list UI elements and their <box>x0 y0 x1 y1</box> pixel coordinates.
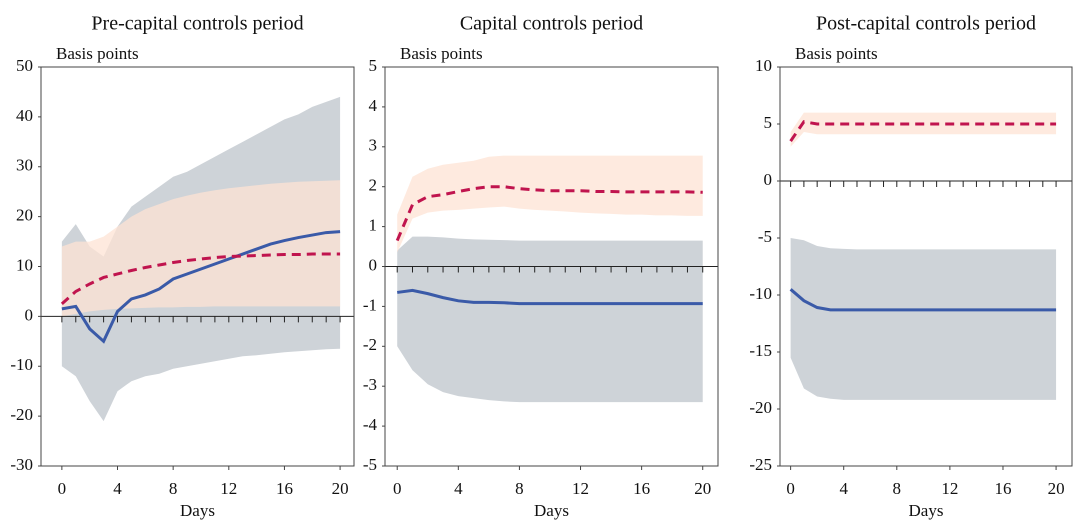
x-axis-label: Days <box>534 501 569 520</box>
y-tick-label: 10 <box>16 255 33 274</box>
confidence-band <box>397 236 703 403</box>
confidence-band <box>790 238 1057 400</box>
x-tick-label: 0 <box>786 479 795 498</box>
panel-title: Pre-capital controls period <box>91 13 303 35</box>
y-tick-label: -15 <box>749 341 772 360</box>
line <box>789 288 1057 312</box>
y-tick-label: 5 <box>764 113 773 132</box>
y-tick-label: -1 <box>363 295 377 314</box>
x-axis-label: Days <box>180 501 215 520</box>
y-tick-label: -5 <box>758 227 772 246</box>
y-tick-label: -10 <box>749 284 772 303</box>
line <box>397 288 703 306</box>
x-tick-label: 4 <box>839 479 848 498</box>
x-axis-label: Days <box>909 501 944 520</box>
y-tick-label: 0 <box>25 305 34 324</box>
y-tick-label: 30 <box>16 156 33 175</box>
y-axis-label: Basis points <box>795 44 878 63</box>
x-tick-label: 16 <box>633 479 650 498</box>
y-tick-label: 0 <box>764 170 773 189</box>
line <box>61 230 341 344</box>
confidence-band <box>397 155 703 253</box>
x-tick-label: 20 <box>332 479 349 498</box>
y-tick-label: 40 <box>16 106 33 125</box>
x-tick-label: 0 <box>393 479 402 498</box>
x-tick-label: 8 <box>515 479 524 498</box>
y-tick-label: -5 <box>363 455 377 474</box>
x-tick-label: 12 <box>941 479 958 498</box>
y-tick-label: 5 <box>369 56 378 75</box>
y-tick-label: -4 <box>363 415 378 434</box>
x-tick-label: 8 <box>893 479 902 498</box>
x-tick-label: 4 <box>113 479 122 498</box>
panel-title: Post-capital controls period <box>816 13 1036 35</box>
y-tick-label: -30 <box>10 455 33 474</box>
y-tick-label: 50 <box>16 56 33 75</box>
y-axis-label: Basis points <box>400 44 483 63</box>
y-tick-label: 3 <box>369 136 378 155</box>
confidence-band <box>61 180 341 317</box>
y-tick-label: 4 <box>369 96 378 115</box>
y-tick-label: -25 <box>749 455 772 474</box>
y-tick-label: 1 <box>369 216 378 235</box>
line <box>395 185 703 242</box>
x-tick-label: 16 <box>276 479 293 498</box>
y-tick-label: -10 <box>10 355 33 374</box>
x-tick-label: 16 <box>994 479 1011 498</box>
y-tick-label: 10 <box>755 56 772 75</box>
line <box>60 252 341 306</box>
x-tick-label: 20 <box>694 479 711 498</box>
panel-title: Capital controls period <box>460 13 643 35</box>
y-tick-label: -2 <box>363 335 377 354</box>
y-tick-label: -20 <box>749 398 772 417</box>
y-tick-label: 0 <box>369 255 378 274</box>
x-tick-label: 12 <box>572 479 589 498</box>
x-tick-label: 4 <box>454 479 463 498</box>
y-tick-label: -3 <box>363 375 377 394</box>
y-tick-label: -20 <box>10 405 33 424</box>
x-tick-label: 20 <box>1048 479 1065 498</box>
confidence-band <box>790 112 1057 147</box>
plot-frame <box>779 66 1073 467</box>
x-tick-label: 0 <box>58 479 67 498</box>
line <box>789 120 1057 142</box>
y-tick-label: 20 <box>16 206 33 225</box>
x-tick-label: 12 <box>220 479 237 498</box>
y-tick-label: 2 <box>369 176 378 195</box>
y-axis-label: Basis points <box>56 44 139 63</box>
x-tick-label: 8 <box>169 479 178 498</box>
